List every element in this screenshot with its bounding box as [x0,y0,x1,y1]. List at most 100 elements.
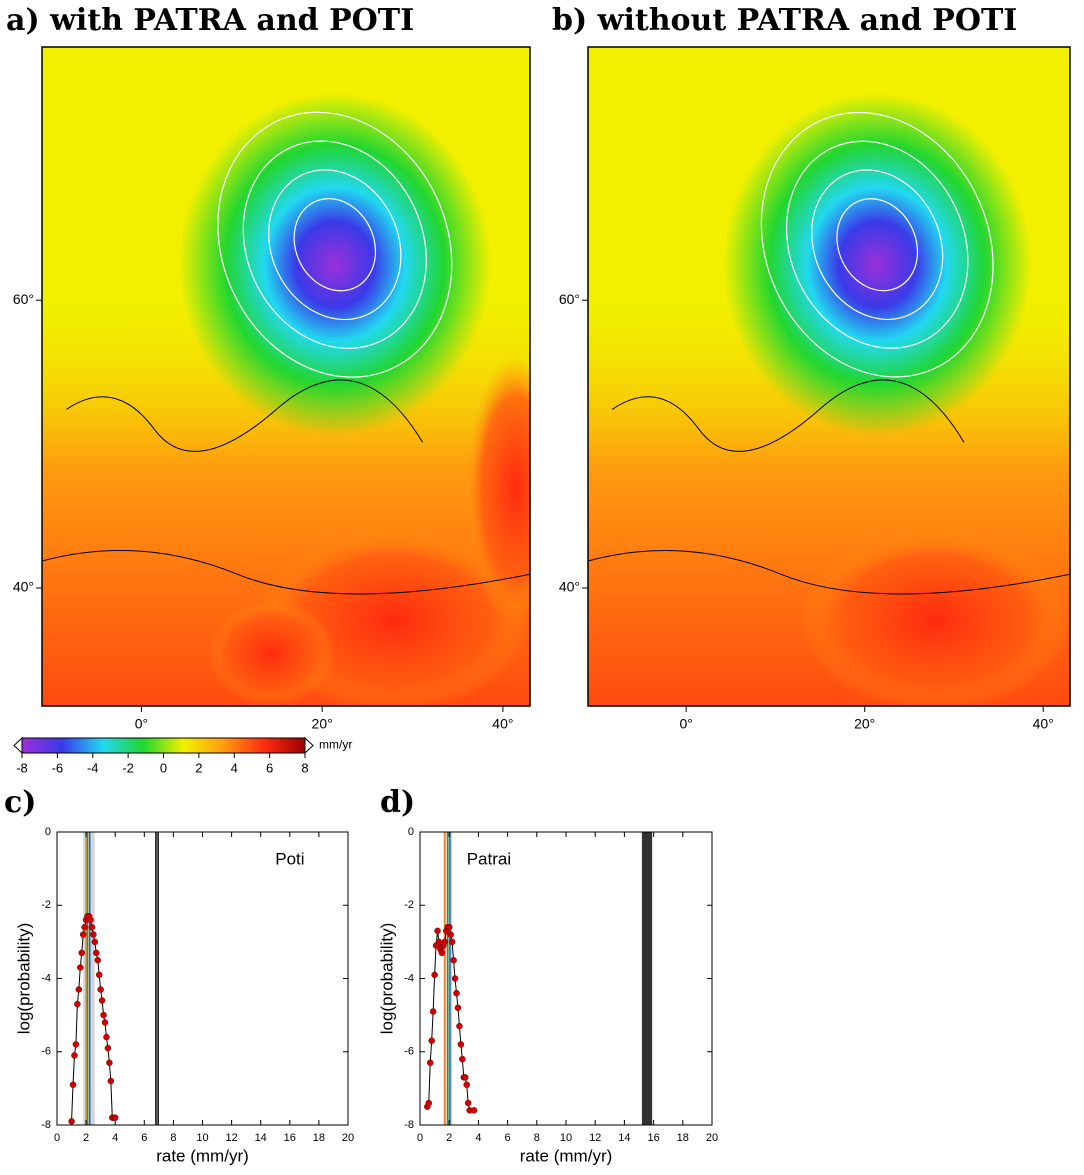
x-tick-label: 10 [560,1132,572,1144]
data-point [107,1077,115,1085]
map-field-red [207,600,335,706]
y-axis-label: log(probability) [14,923,33,1035]
y-tick-label: -6 [41,1046,51,1058]
plot-frame [419,831,713,1126]
y-tick-label: 60° [13,291,34,307]
data-point [463,1081,470,1088]
data-point [77,964,84,971]
x-axis-label: rate (mm/yr) [156,1146,249,1165]
x-tick-label: 8 [170,1132,176,1144]
colorbar-label: mm/yr [319,738,352,752]
x-tick-label: 0° [135,716,148,732]
colorbar-tick-label: 2 [195,760,202,775]
x-tick-label: 4 [112,1132,118,1144]
x-tick-label: 12 [589,1132,601,1144]
data-point [464,1099,472,1107]
y-tick-label: -8 [404,1119,414,1131]
data-point [71,1052,78,1059]
data-point [94,956,101,964]
x-tick-label: 4 [475,1132,481,1144]
data-point [438,949,446,957]
x-tick-label: 20 [706,1132,718,1144]
x-tick-label: 20 [342,1132,354,1144]
data-point [101,1019,109,1026]
colorbar-tick-label: 8 [301,760,308,775]
map-frame [41,46,531,707]
colorbar-end [304,736,314,755]
x-tick-label: 14 [618,1132,630,1144]
data-point [447,931,454,938]
data-point [448,938,456,946]
x-tick-label: 6 [141,1132,147,1144]
data-point [453,989,460,997]
map-field-green [722,93,1032,436]
panel-title: d) [380,785,415,820]
contour [293,198,377,292]
x-tick-label: 40° [1033,716,1054,732]
x-tick-label: 40° [492,716,513,732]
data-point [88,923,96,931]
annotation: Poti [275,849,304,868]
data-point [111,1114,119,1121]
data-point [445,923,453,931]
colorbar [21,737,306,754]
x-tick-label: 0 [417,1132,423,1144]
y-tick-label: -2 [41,899,51,911]
contour [242,140,427,349]
data-point [97,986,104,993]
data-point [74,1000,81,1008]
coastline [42,379,530,595]
data-point [459,1055,466,1063]
x-tick-label: 18 [677,1132,689,1144]
x-tick-label: 10 [196,1132,208,1144]
data-point [450,956,457,964]
data-point [68,1118,75,1125]
data-point [104,1044,112,1052]
data-point [78,949,85,957]
data-point [87,916,94,924]
panel-title: c) [4,785,36,820]
data-point [75,986,83,993]
colorbar-tick-label: -2 [122,760,134,775]
x-tick-label: 2 [446,1132,452,1144]
colorbar-tick-label: -8 [16,760,28,775]
x-tick-label: 0 [54,1132,60,1144]
data-point [95,971,103,979]
data-point [69,1081,77,1088]
map-field-red [466,356,530,621]
y-tick-label: 0 [45,826,51,838]
contour [811,169,944,321]
data-point [81,923,88,931]
x-axis-label: rate (mm/yr) [520,1146,613,1165]
data-point [456,1022,463,1030]
data-point [90,931,97,938]
data-point [93,949,100,957]
panel-title: b) without PATRA and POTI [552,3,1017,38]
data-point [454,1004,462,1012]
x-tick-label: 16 [647,1132,659,1144]
colorbar-tick-label: -4 [87,760,99,775]
x-tick-label: 8 [534,1132,540,1144]
colorbar-tick-label: 0 [160,760,167,775]
contour [785,140,969,349]
map-field-red [800,528,1070,706]
data-point [429,1008,437,1015]
x-tick-label: 6 [505,1132,511,1144]
panel-title: a) with PATRA and POTI [6,3,414,38]
data-point [425,1099,433,1107]
y-tick-label: 0 [408,826,414,838]
colorbar-tick-label: -6 [52,760,64,775]
y-tick-label: -2 [404,899,414,911]
plot-frame [56,831,349,1126]
annotation: Patrai [467,849,511,868]
contour [268,169,402,321]
x-tick-label: 12 [225,1132,237,1144]
data-point [462,1074,469,1081]
data-point [457,1041,465,1048]
contour [836,198,919,292]
map-frame [587,46,1071,707]
data-point [441,938,449,946]
x-tick-label: 2 [83,1132,89,1144]
data-point [106,1059,113,1066]
